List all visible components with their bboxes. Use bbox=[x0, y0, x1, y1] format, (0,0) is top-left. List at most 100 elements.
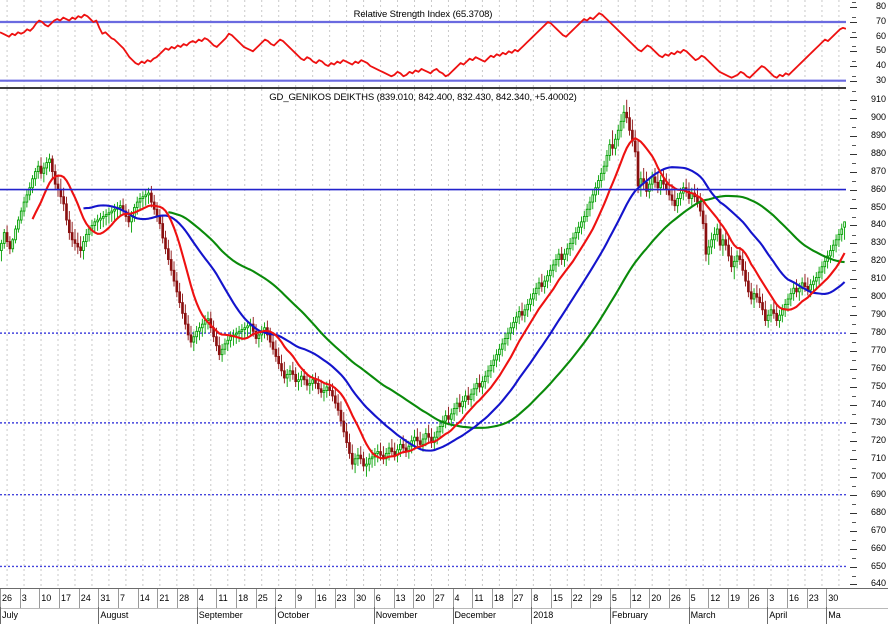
price-axis-tick bbox=[850, 279, 857, 281]
rsi-title: Relative Strength Index (65.3708) bbox=[353, 9, 493, 20]
price-axis-tick bbox=[850, 297, 857, 299]
x-axis-day-label: 9 bbox=[297, 593, 303, 603]
rsi-axis-tick bbox=[850, 51, 857, 53]
rsi-axis-minor-tick bbox=[852, 2, 856, 4]
x-axis-divider bbox=[649, 589, 651, 608]
rsi-axis-label: 70 bbox=[875, 16, 886, 26]
x-axis-divider bbox=[511, 589, 513, 608]
price-axis-minor-tick bbox=[852, 144, 856, 146]
x-axis-month-label: November bbox=[375, 610, 418, 620]
x-axis-month-divider bbox=[531, 607, 533, 624]
price-axis-label: 850 bbox=[870, 201, 886, 212]
price-axis-tick bbox=[850, 458, 857, 460]
price-axis-minor-tick bbox=[852, 378, 856, 380]
price-axis-tick bbox=[850, 476, 857, 478]
price-axis-minor-tick bbox=[852, 449, 856, 451]
x-axis-divider bbox=[59, 589, 60, 608]
x-axis-month-label: July bbox=[2, 610, 19, 620]
x-axis-day-label: 10 bbox=[41, 593, 52, 603]
x-axis-day-label: 4 bbox=[198, 593, 204, 603]
x-axis-day-label: 12 bbox=[631, 593, 642, 603]
price-axis-label: 900 bbox=[870, 111, 886, 122]
x-axis-divider bbox=[255, 589, 257, 608]
x-axis-month-label: Ma bbox=[828, 610, 841, 620]
x-axis-month-divider bbox=[196, 607, 198, 624]
x-axis[interactable]: 26 3 10 17 24 31 7 14 21 28 4 11 18 25 2 9 16 23 30 6 13 20 27… bbox=[0, 588, 888, 624]
x-axis-divider bbox=[196, 589, 198, 608]
x-axis-day-label: 16 bbox=[316, 593, 327, 603]
panel-separator bbox=[0, 87, 846, 89]
x-axis-divider bbox=[157, 589, 159, 608]
price-axis-label: 840 bbox=[870, 219, 886, 230]
price-axis-tick bbox=[850, 369, 857, 370]
x-axis-day-label: 31 bbox=[100, 593, 111, 603]
x-axis-month-label: August bbox=[100, 610, 129, 620]
price-axis-minor-tick bbox=[852, 396, 856, 397]
x-axis-day-label: 17 bbox=[61, 593, 72, 603]
x-axis-month-divider bbox=[609, 607, 611, 624]
x-axis-month-divider bbox=[688, 607, 690, 624]
price-axis-tick bbox=[850, 153, 857, 155]
price-axis[interactable]: 80 70 60 50 40 30 910 900 890 880 870 860 850 840 830 8… bbox=[846, 0, 888, 588]
rsi-axis-minor-tick bbox=[852, 31, 856, 33]
x-axis-day-label: 3 bbox=[769, 593, 775, 603]
x-axis-divider bbox=[118, 589, 119, 608]
x-axis-day-label: 12 bbox=[710, 593, 721, 603]
price-axis-minor-tick bbox=[852, 306, 856, 308]
price-axis-tick bbox=[850, 117, 857, 119]
x-axis-day-label: 8 bbox=[533, 593, 539, 603]
x-axis-day-label: 5 bbox=[690, 593, 696, 603]
price-axis-minor-tick bbox=[852, 90, 856, 92]
price-axis-minor-tick bbox=[852, 108, 856, 110]
x-axis-month-divider bbox=[767, 607, 769, 624]
rsi-axis-tick bbox=[850, 80, 857, 82]
x-axis-divider bbox=[177, 589, 179, 608]
x-axis-divider bbox=[413, 589, 415, 608]
rsi-axis-tick bbox=[850, 22, 857, 23]
price-axis-label: 660 bbox=[870, 542, 886, 553]
x-axis-divider bbox=[275, 589, 277, 608]
x-axis-divider bbox=[550, 589, 552, 608]
price-axis-minor-tick bbox=[852, 252, 856, 254]
price-axis-label: 680 bbox=[870, 506, 886, 517]
x-axis-day-label: 4 bbox=[454, 593, 460, 603]
x-axis-day-label: 20 bbox=[651, 593, 662, 603]
price-axis-tick bbox=[850, 351, 857, 353]
x-axis-day-label: 11 bbox=[474, 593, 484, 603]
x-axis-divider bbox=[19, 589, 21, 608]
x-axis-divider bbox=[295, 589, 297, 608]
price-axis-tick bbox=[850, 584, 857, 586]
x-axis-day-label: 26 bbox=[670, 593, 681, 603]
x-axis-day-label: 23 bbox=[808, 593, 819, 603]
price-title: GD_GENIKOS DEIKTHS (839.010, 842.400, 83… bbox=[269, 92, 577, 103]
rsi-axis-label: 60 bbox=[875, 30, 886, 41]
x-axis-month-label: March bbox=[690, 610, 716, 620]
price-axis-tick bbox=[850, 548, 857, 550]
price-axis-label: 750 bbox=[870, 381, 886, 391]
x-axis-divider bbox=[452, 589, 454, 608]
x-axis-month-divider bbox=[826, 607, 828, 624]
x-axis-day-label: 18 bbox=[493, 593, 504, 603]
rsi-axis-label: 50 bbox=[875, 45, 886, 56]
price-axis-tick bbox=[850, 494, 857, 496]
x-axis-divider bbox=[590, 589, 592, 608]
price-axis-tick bbox=[850, 512, 857, 514]
price-axis-label: 780 bbox=[870, 327, 886, 338]
x-axis-divider bbox=[629, 589, 631, 608]
x-axis-day-label: 2 bbox=[277, 593, 283, 603]
price-panel: GD_GENIKOS DEIKTHS (839.010, 842.400, 83… bbox=[0, 89, 846, 588]
price-axis-minor-tick bbox=[852, 342, 856, 344]
price-axis-minor-tick bbox=[852, 557, 856, 559]
price-axis-tick bbox=[850, 333, 857, 335]
x-axis-day-label: 27 bbox=[434, 593, 445, 603]
x-axis-day-label: 24 bbox=[80, 593, 91, 603]
x-axis-divider bbox=[314, 589, 316, 608]
rsi-axis-minor-tick bbox=[852, 61, 856, 62]
price-axis-label: 670 bbox=[870, 524, 886, 535]
price-plot bbox=[0, 89, 846, 588]
x-axis-day-label: 15 bbox=[552, 593, 563, 603]
price-axis-minor-tick bbox=[852, 216, 856, 218]
rsi-axis-minor-tick bbox=[852, 75, 856, 77]
price-axis-tick bbox=[850, 135, 857, 137]
